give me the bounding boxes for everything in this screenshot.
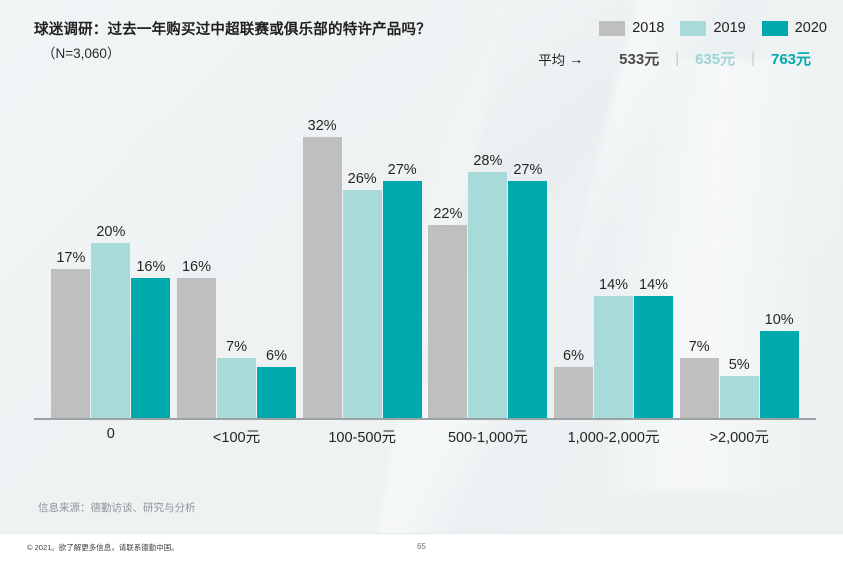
copyright-text: © 2021。欲了解更多信息，请联系德勤中国。 [27,543,179,552]
bar-value-label: 28% [473,153,503,169]
bar-value-label: 22% [433,206,463,223]
bar-2018[interactable] [51,269,91,420]
average-value-2020: 763元 [770,51,812,68]
bar-value-label: 26% [347,170,377,187]
x-axis-label: 100-500元 [328,430,397,446]
bar-value-label: 14% [599,277,629,293]
page-title: 球迷调研：过去一年购买过中超联赛或俱乐部的特许产品吗？ [34,22,431,38]
sample-size-label: （N=3,060） [42,46,121,61]
bar-value-label: 6% [266,347,287,364]
bar-group: 6% 14% 14% [551,110,677,420]
legend-swatch-icon-2019 [680,20,707,36]
bar-value-label: 32% [307,117,337,134]
bar-value-label: 7% [688,339,710,355]
x-axis-label: <100元 [212,430,261,446]
x-axis-line [34,418,816,420]
average-label: 平均 [538,52,566,68]
bar-column[interactable]: 7% [217,110,256,420]
bar-column[interactable]: 17% [51,110,91,420]
bar-2020[interactable] [508,180,548,420]
bar-2018[interactable] [679,358,719,420]
bar-value-label: 14% [639,277,669,293]
bar-column[interactable]: 28% [468,110,508,420]
bar-column[interactable]: 16% [177,110,216,420]
source-note: 信息来源：德勤访谈、研究与分析 [38,502,196,514]
bar-group: 7% 5% 10% [676,110,802,420]
average-value-2018: 533元 [619,51,660,68]
bar-2020[interactable] [382,180,422,420]
header: 球迷调研：过去一年购买过中超联赛或俱乐部的特许产品吗？ （N=3,060） [34,18,431,62]
legend: 2018 2019 2020 [538,20,827,36]
bar-value-label: 7% [226,339,247,355]
bar-column[interactable]: 14% [634,110,674,420]
bar-value-label: 27% [513,161,543,178]
bar-column[interactable]: 14% [594,110,634,420]
bar-2020[interactable] [131,278,171,420]
legend-swatch-icon-2018 [599,20,626,36]
legend-label-2019: 2019 [713,20,746,36]
legend-label-2020: 2020 [794,20,827,36]
bar-group: 22% 28% 27% [425,110,551,420]
page-number: 65 [417,542,426,551]
bar-value-label: 20% [96,223,126,240]
bar-column[interactable]: 27% [382,110,422,420]
x-axis-label: 500-1,000元 [447,430,528,446]
bar-column[interactable]: 10% [759,110,799,420]
bar-value-label: 16% [136,259,166,276]
x-axis-category-labels: 0 <100元 100-500元 500-1,000元 1,000-2,000元 >2,0… [34,426,816,447]
bar-column[interactable]: 20% [91,110,131,420]
average-separator-1: | [675,50,680,67]
legend-panel: 2018 2019 2020 平均 → 533元 | 635元 | 763元 [538,20,827,69]
bar-2020[interactable] [759,331,799,420]
legend-item-2018: 2018 [599,20,664,36]
bar-2018[interactable] [302,136,342,420]
legend-label-2018: 2018 [632,20,665,36]
bar-column[interactable]: 22% [428,110,468,420]
bar-column[interactable]: 6% [257,110,296,420]
footer-bar: © 2021。欲了解更多信息，请联系德勤中国。 65 [0,533,843,561]
bar-2019[interactable] [342,189,382,420]
x-axis-label: >2,000元 [709,430,769,446]
bar-column[interactable]: 5% [719,110,759,420]
bar-2019[interactable] [594,296,634,420]
bar-value-label: 5% [728,356,750,373]
bar-column[interactable]: 32% [302,110,342,420]
bar-2018[interactable] [554,366,594,420]
x-axis-label: 0 [106,426,115,442]
bar-value-label: 10% [764,312,794,329]
average-separator-2: | [751,50,755,67]
bar-group: 16% 7% 6% [174,110,300,420]
bar-value-label: 17% [56,250,86,267]
average-value-2019: 635元 [695,51,736,68]
legend-swatch-icon-2020 [761,20,788,36]
arrow-right-icon: → [569,50,584,67]
bar-column[interactable]: 16% [131,110,171,420]
legend-item-2020: 2020 [761,20,827,36]
bar-groups: 17% 20% 16% 16% 7% 6% 32% 26% 27% 22% 28% 27% 6% 14% 1… [34,110,816,420]
average-row: 平均 → 533元 | 635元 | 763元 [538,48,827,69]
bar-value-label: 6% [563,347,584,364]
bar-value-label: 16% [181,259,212,276]
bar-column[interactable]: 27% [508,110,548,420]
bar-2019[interactable] [217,358,256,420]
bar-2018[interactable] [428,225,468,420]
bar-2018[interactable] [177,278,216,420]
bar-column[interactable]: 7% [679,110,719,420]
bar-column[interactable]: 26% [342,110,382,420]
bar-2019[interactable] [468,172,508,420]
legend-item-2019: 2019 [680,20,746,36]
bar-value-label: 27% [387,161,417,178]
bar-2019[interactable] [91,242,131,420]
bar-chart-plot: 17% 20% 16% 16% 7% 6% 32% 26% 27% 22% 28% 27% 6% 14% 1… [34,110,816,420]
bar-column[interactable]: 6% [554,110,594,420]
x-axis-label: 1,000-2,000元 [567,430,660,446]
bar-2020[interactable] [634,296,674,420]
bar-group: 32% 26% 27% [299,110,425,420]
bar-group: 17% 20% 16% [48,110,174,420]
bar-2019[interactable] [719,375,759,420]
bar-2020[interactable] [257,366,296,420]
